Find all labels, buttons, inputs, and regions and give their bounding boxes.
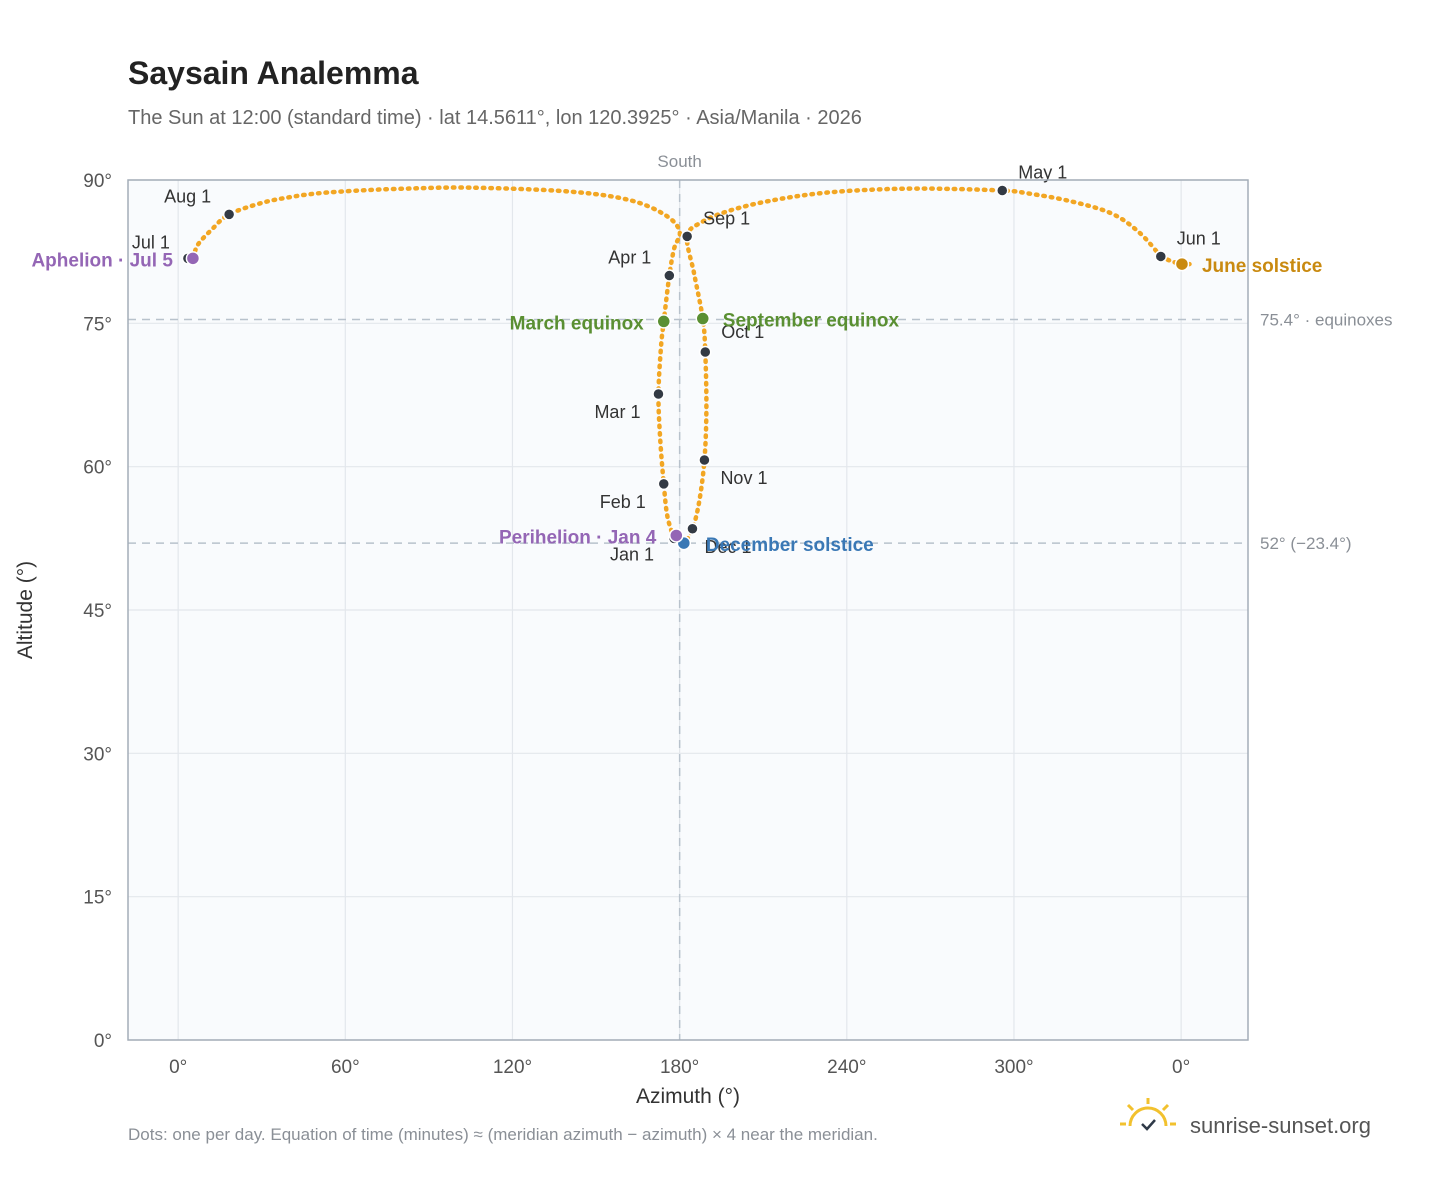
month-label: Feb 1 [600,492,646,512]
plot-frame [127,179,1249,1041]
month-marker [698,453,711,467]
event-label: Perihelion · Jan 4 [499,527,657,548]
chart-title: Saysain Analemma [128,55,419,91]
month-marker [1154,250,1168,263]
x-tick-label: 0° [1172,1057,1190,1078]
y-tick-label: 60° [83,458,112,479]
month-label: Oct 1 [721,322,764,342]
month-label: Mar 1 [594,402,640,422]
brand-name: sunrise-sunset.org [1190,1113,1371,1138]
x-tick-label: 300° [994,1057,1033,1078]
month-label: Apr 1 [608,248,651,268]
x-tick-label: 180° [660,1057,699,1078]
month-marker [996,184,1009,197]
event-marker [656,314,672,329]
y-tick-label: 75° [83,314,112,335]
y-axis-label: Altitude (°) [14,561,37,659]
reference-lines: 75.4° · equinoxes 52° (−23.4°) South [128,152,1393,1040]
y-tick-label: 0° [94,1031,112,1052]
month-label: Jul 1 [132,232,170,252]
y-tick-label: 90° [83,171,112,192]
event-label: September equinox [723,311,900,332]
month-marker [699,345,712,359]
y-tick-label: 45° [83,601,112,622]
x-tick-label: 60° [331,1057,360,1078]
event-marker [695,311,711,326]
month-label: Dec 1 [704,537,751,557]
y-axis-ticks: 0° 15° 30° 45° 60° 75° 90° [83,171,112,1052]
month-label: May 1 [1018,163,1067,183]
month-label: Aug 1 [164,186,211,206]
x-axis-ticks: 0° 60° 120° 180° 240° 300° 0° [169,1057,1190,1078]
reference-line-label: 52° (−23.4°) [1260,534,1352,553]
event-markers: March equinox September equinox June solst… [31,250,1322,556]
month-marker [652,387,665,401]
month-marker [680,230,694,243]
event-marker [669,528,684,543]
x-tick-label: 0° [169,1057,187,1078]
month-marker [657,477,671,491]
month-marker [222,208,236,221]
chart-subtitle: The Sun at 12:00 (standard time) · lat 1… [128,107,862,129]
meridian-label: South [657,152,701,171]
event-label: December solstice [706,535,874,556]
sunrise-check-icon [1120,1098,1176,1131]
month-marker [686,522,699,536]
event-label: Aphelion · Jul 5 [31,250,173,271]
x-axis-label: Azimuth (°) [636,1085,740,1108]
x-tick-label: 240° [827,1057,866,1078]
event-label: June solstice [1202,256,1322,277]
month-label: Jun 1 [1177,228,1221,248]
y-tick-label: 30° [83,744,112,765]
month-label: Nov 1 [720,468,767,488]
analemma-daily-dots [671,186,1164,547]
reference-line-label: 75.4° · equinoxes [1260,311,1393,330]
month-markers: Jan 1 Feb 1 Mar 1 Apr 1 May 1 Jun 1 Jul 1 Aug 1… [132,163,1221,565]
event-label: March equinox [510,313,645,334]
event-marker [1174,256,1190,272]
footnote: Dots: one per day. Equation of time (min… [128,1125,878,1144]
y-tick-label: 15° [83,888,112,909]
month-label: Sep 1 [703,208,750,228]
event-marker [185,251,201,266]
month-marker [663,269,676,282]
month-label: Jan 1 [610,544,654,564]
x-tick-label: 120° [493,1057,532,1078]
